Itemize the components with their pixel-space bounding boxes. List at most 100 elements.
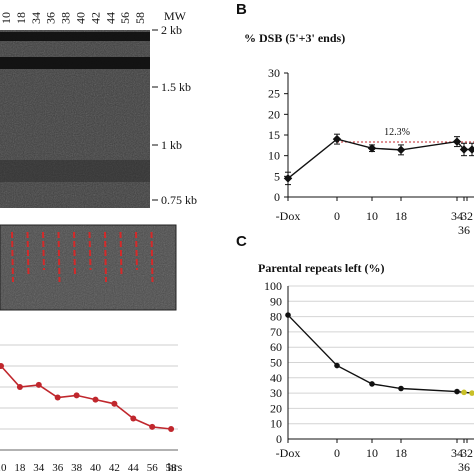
gel-smear-lower <box>0 160 150 182</box>
chart-b-line <box>287 138 472 179</box>
repeats-strip <box>0 224 177 311</box>
strip-mark <box>57 231 61 283</box>
chart-c-point <box>469 390 474 396</box>
strip-red-marks <box>11 231 154 283</box>
chart-c-series <box>285 312 474 396</box>
strip-mark <box>119 231 123 277</box>
chart-c-x-tick-label: 0 <box>334 446 340 460</box>
chart-b-x-tick-label: 18 <box>395 209 407 223</box>
chart-c-y-tick-label: 20 <box>270 401 282 415</box>
chart-b-reference-label: 12.3% <box>384 127 410 138</box>
lane-label-44: 44 <box>103 12 117 24</box>
strip-mark <box>42 231 45 271</box>
chart-c-line <box>287 314 473 394</box>
lane-label-40: 40 <box>74 12 88 24</box>
gel-lane-labels: 10 18 34 36 38 40 42 44 56 58 <box>0 12 147 24</box>
chart-a-point <box>130 415 137 422</box>
chart-b-x-tick-label: 10 <box>366 209 378 223</box>
chart-b-y-tick-label: 20 <box>268 107 280 121</box>
chart-a-x-tick-58: 58 <box>166 462 178 474</box>
chart-b-y-tick-label: 10 <box>268 149 280 163</box>
gel-band-main <box>0 57 150 69</box>
chart-c-y-tick-label: 70 <box>270 325 282 339</box>
strip-mark <box>26 231 30 277</box>
chart-c-x-tick-label: 34 <box>451 446 463 460</box>
chart-c-point <box>461 389 467 396</box>
chart-a-series <box>0 363 175 432</box>
chart-c-x-tick-label: 32 <box>461 446 473 460</box>
strip-mark <box>150 231 154 283</box>
chart-b-y-tick-label: 0 <box>274 190 280 204</box>
chart-a-x-tick-44: 44 <box>128 462 140 474</box>
chart-b-y-tick-label: 30 <box>268 66 280 80</box>
chart-c-y-tick-label: 10 <box>270 417 282 431</box>
chart-c-point <box>285 312 291 318</box>
chart-a-grid <box>0 344 178 451</box>
chart-b-reference: 12.3% <box>337 127 474 143</box>
chart-c-y-tick-label: 40 <box>270 371 282 385</box>
chart-a-point <box>35 381 42 388</box>
chart-a-x-tick-36: 36 <box>52 462 64 474</box>
lane-label-10: 10 <box>0 12 13 24</box>
chart-a-point <box>149 423 156 430</box>
gel-band-top <box>0 32 150 41</box>
chart-c-point <box>398 385 404 392</box>
marker-1kb: 1 kb <box>161 138 182 152</box>
chart-c-y-tick-label: 0 <box>276 432 282 446</box>
lane-label-42: 42 <box>88 12 102 24</box>
chart-c-x-tick-label: 18 <box>395 446 407 460</box>
chart-a-point <box>16 384 23 390</box>
chart-c-title: Parental repeats left (%) <box>258 261 385 275</box>
chart-b-y-tick-label: 15 <box>268 128 280 142</box>
chart-b-y-tick-label: 5 <box>274 169 280 183</box>
strip-mark <box>104 231 107 283</box>
chart-a-point <box>73 392 80 399</box>
chart-b-point <box>367 143 377 153</box>
chart-b-title: % DSB (5'+3' ends) <box>244 31 345 45</box>
chart-b-x-tick-label: -Dox <box>276 209 301 223</box>
chart-a-x-tick-18: 18 <box>14 462 26 474</box>
chart-b-x-tick-label: 36 <box>458 223 470 237</box>
chart-a-point <box>92 396 99 403</box>
chart-b-x-tick-label: 0 <box>334 209 340 223</box>
chart-a-line <box>0 365 172 430</box>
lane-label-18: 18 <box>14 12 28 24</box>
chart-a-x-unit: hrs <box>168 460 183 474</box>
chart-c-y-tick-label: 100 <box>264 279 282 293</box>
panel-c-letter: C <box>236 233 247 250</box>
chart-c-y-tick-label: 80 <box>270 310 282 324</box>
lane-label-36: 36 <box>44 12 58 24</box>
marker-2kb: 2 kb <box>161 23 182 37</box>
chart-b-x-tick-label: 34 <box>451 209 463 223</box>
chart-b-point <box>452 137 462 146</box>
lane-label-38: 38 <box>59 12 73 24</box>
chart-a-x-tick-34: 34 <box>33 462 45 474</box>
chart-a-point <box>0 363 4 369</box>
chart-c-y-tick-label: 90 <box>270 294 282 308</box>
strip-mark <box>135 231 138 271</box>
chart-b-point <box>459 145 469 154</box>
strip-grain <box>0 225 176 310</box>
lane-label-34: 34 <box>29 12 43 24</box>
chart-a-point <box>111 400 118 407</box>
chart-b-point <box>332 134 342 144</box>
strip-mark <box>73 231 76 277</box>
chart-b-series <box>283 133 474 186</box>
lane-label-56: 56 <box>118 12 132 24</box>
chart-c-point <box>334 362 340 369</box>
strip-border <box>0 224 177 311</box>
chart-c-y-tick-label: 60 <box>270 340 282 354</box>
chart-b-x-tick-label: 32 <box>461 209 473 223</box>
chart-a-point <box>54 394 61 401</box>
chart-b-point <box>396 145 406 155</box>
chart-a-x-tick-38: 38 <box>71 462 83 474</box>
strip-mark <box>11 231 14 283</box>
strip-mark <box>88 231 92 271</box>
chart-a-x-tick-42: 42 <box>109 462 120 474</box>
chart-b-point <box>283 174 293 183</box>
